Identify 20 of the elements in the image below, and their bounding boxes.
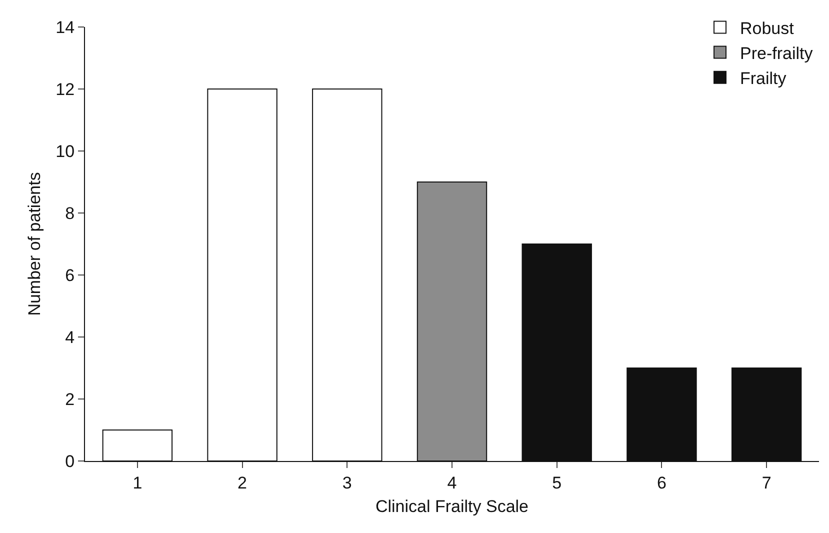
x-tick-label: 5 — [552, 473, 562, 492]
y-tick-label: 0 — [65, 452, 75, 471]
x-tick-label: 1 — [132, 473, 142, 492]
x-tick-label: 3 — [342, 473, 352, 492]
legend-label: Frailty — [740, 69, 787, 88]
y-tick-label: 10 — [56, 142, 75, 161]
y-tick-label: 8 — [65, 204, 75, 223]
x-tick-label: 7 — [762, 473, 772, 492]
legend-label: Pre-frailty — [740, 44, 814, 63]
y-tick-label: 4 — [65, 328, 75, 347]
x-tick-label: 2 — [238, 473, 248, 492]
y-axis-title: Number of patients — [25, 172, 44, 316]
x-tick-label: 4 — [447, 473, 457, 492]
y-tick-label: 6 — [65, 266, 75, 285]
y-tick-label: 14 — [56, 18, 75, 37]
x-tick-label: 6 — [656, 473, 666, 492]
y-tick-label: 2 — [65, 390, 75, 409]
x-axis-title: Clinical Frailty Scale — [375, 496, 529, 516]
legend-label: Robust — [740, 18, 794, 38]
y-tick-label: 12 — [56, 80, 75, 99]
